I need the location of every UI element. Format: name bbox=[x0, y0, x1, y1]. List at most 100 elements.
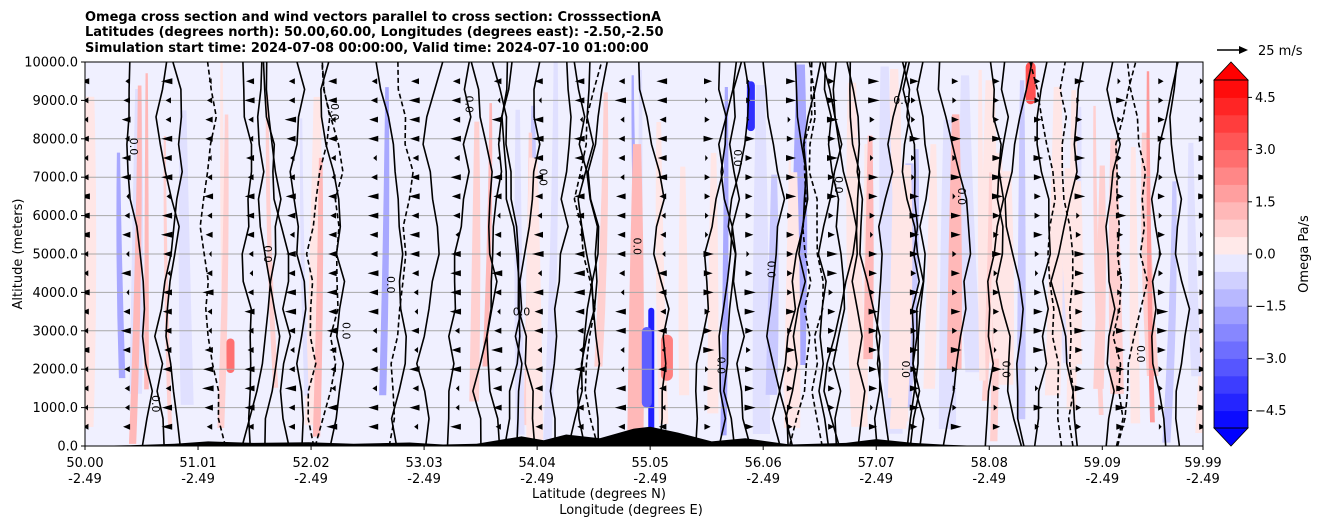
wind-vector-arrow-icon bbox=[993, 231, 999, 238]
wind-vector-arrow-icon bbox=[745, 231, 754, 238]
wind-vector-arrow-icon bbox=[1117, 289, 1122, 296]
x-tick-label-latitude: 56.06 bbox=[745, 456, 782, 471]
x-tick-label-latitude: 54.04 bbox=[519, 456, 556, 471]
colorbar-level bbox=[1214, 132, 1248, 151]
contour-line bbox=[1169, 62, 1191, 446]
y-tick-label: 0.0 bbox=[57, 440, 78, 455]
wind-vector-arrow-icon bbox=[746, 97, 751, 104]
wind-vector-arrow-icon bbox=[123, 423, 131, 430]
wind-vector-arrow-icon bbox=[909, 385, 920, 392]
wind-vector-arrow-icon bbox=[163, 327, 172, 334]
wind-vector-arrow-icon bbox=[288, 404, 295, 411]
wind-vector-arrow-icon bbox=[580, 385, 583, 392]
quiver-key: 25 m/s bbox=[1217, 44, 1303, 59]
omega-shade-band bbox=[887, 90, 902, 398]
negative-contour-line bbox=[808, 62, 824, 446]
wind-vector-arrow-icon bbox=[205, 135, 213, 142]
wind-vector-arrow-icon bbox=[952, 385, 956, 392]
wind-vector-arrow-icon bbox=[657, 155, 667, 161]
wind-vector-arrow-icon bbox=[246, 78, 255, 85]
wind-vector-arrow-icon bbox=[493, 404, 502, 411]
wind-vector-arrow-icon bbox=[703, 289, 714, 296]
wind-vector-arrow-icon bbox=[744, 385, 755, 392]
wind-vector-arrow-icon bbox=[661, 347, 666, 353]
contour-label: 0.0 bbox=[127, 138, 140, 156]
contour-line bbox=[937, 62, 972, 446]
wind-vector-arrow-icon bbox=[870, 155, 874, 161]
wind-vector-arrow-icon bbox=[85, 308, 89, 315]
wind-vector-arrow-icon bbox=[703, 385, 714, 392]
wind-vector-arrow-icon bbox=[244, 97, 255, 104]
wind-vector-arrow-icon bbox=[537, 347, 542, 353]
wind-vector-arrow-icon bbox=[121, 116, 131, 123]
wind-vector-arrow-icon bbox=[703, 251, 714, 257]
contour-label: 0.0 bbox=[261, 245, 274, 263]
x-tick-label-longitude: -2.49 bbox=[68, 472, 102, 487]
wind-vector-arrow-icon bbox=[330, 366, 336, 373]
wind-vector-arrow-icon bbox=[992, 366, 1002, 373]
wind-vector-arrow-icon bbox=[244, 404, 255, 411]
wind-vector-arrow-icon bbox=[658, 289, 667, 296]
colorbar-tick-label: 4.5 bbox=[1255, 91, 1276, 106]
x-tick-label-latitude: 53.03 bbox=[405, 456, 442, 471]
wind-vector-arrow-icon bbox=[993, 347, 997, 353]
wind-vector-arrow-icon bbox=[951, 366, 958, 373]
wind-vector-arrow-icon bbox=[165, 97, 171, 104]
wind-vector-arrow-icon bbox=[573, 366, 585, 373]
wind-vector-arrow-icon bbox=[450, 289, 461, 296]
wind-vector-arrow-icon bbox=[538, 97, 542, 104]
wind-vector-arrow-icon bbox=[868, 347, 878, 353]
wind-vector-arrow-icon bbox=[329, 347, 337, 353]
wind-vector-arrow-icon bbox=[409, 404, 420, 411]
wind-vector-arrow-icon bbox=[744, 135, 755, 142]
y-axis: 0.0 1000.0 2000.0 3000.0 4000.0 5000.0 6000.0 7… bbox=[24, 56, 85, 455]
wind-vector-arrow-icon bbox=[952, 327, 958, 334]
wind-vector-arrow-icon bbox=[577, 423, 584, 430]
x-tick-label-latitude: 50.00 bbox=[66, 456, 103, 471]
wind-vector-arrow-icon bbox=[1199, 385, 1203, 392]
wind-vector-arrow-icon bbox=[490, 270, 503, 277]
omega-shade-band bbox=[482, 103, 493, 367]
wind-vector-arrow-icon bbox=[491, 116, 503, 123]
wind-vector-arrow-icon bbox=[909, 231, 920, 238]
wind-vector-arrow-icon bbox=[620, 347, 625, 353]
quiver-key-label: 25 m/s bbox=[1258, 44, 1303, 59]
wind-vector-arrow-icon bbox=[121, 155, 131, 161]
wind-vector-arrow-icon bbox=[992, 289, 1001, 296]
wind-vector-arrow-icon bbox=[785, 193, 797, 200]
wind-vector-arrow-icon bbox=[786, 404, 793, 411]
y-tick-label: 5000.0 bbox=[33, 248, 79, 263]
wind-vector-arrow-icon bbox=[616, 251, 626, 257]
x-axis-label-longitude: Longitude (degrees E) bbox=[559, 503, 703, 518]
wind-vector-arrow-icon bbox=[951, 308, 961, 315]
omega-shade-band bbox=[265, 94, 279, 388]
wind-vector-arrow-icon bbox=[1035, 270, 1039, 277]
contour-labels: 0.0 0.0 0.0 0.0 0.0 0.0 0.0 0.0 0.0 0.0 0.0 0.0 0.0 0… bbox=[127, 94, 1147, 412]
wind-vector-arrow-icon bbox=[1117, 251, 1123, 257]
wind-vector-arrow-icon bbox=[413, 289, 419, 296]
omega-shade-band bbox=[1093, 165, 1106, 389]
wind-vector-arrow-icon bbox=[411, 212, 419, 219]
wind-vector-arrow-icon bbox=[284, 308, 297, 315]
x-tick-label-longitude: -2.49 bbox=[294, 472, 328, 487]
colorbar-level bbox=[1214, 114, 1248, 133]
wind-vector-arrow-icon bbox=[952, 289, 958, 296]
contour-line bbox=[638, 62, 670, 446]
x-axis-label-latitude: Latitude (degrees N) bbox=[532, 487, 666, 502]
wind-vector-arrow-icon bbox=[451, 97, 461, 104]
x-tick-label-longitude: -2.49 bbox=[859, 472, 893, 487]
wind-vector-arrow-icon bbox=[786, 231, 795, 238]
wind-vector-arrow-icon bbox=[869, 289, 875, 296]
wind-vector-arrow-icon bbox=[745, 174, 753, 181]
x-tick-label-latitude: 55.05 bbox=[632, 456, 669, 471]
wind-vector-arrow-icon bbox=[1157, 231, 1165, 238]
colorbar-level bbox=[1214, 306, 1248, 325]
wind-vector-arrow-icon bbox=[993, 327, 998, 334]
wind-vector-arrow-icon bbox=[951, 116, 959, 123]
wind-vector-arrow-icon bbox=[577, 327, 584, 334]
contour-line bbox=[289, 62, 307, 446]
wind-vector-arrow-icon bbox=[85, 116, 89, 123]
contour-label: 0.0 bbox=[893, 94, 911, 107]
wind-vector-arrow-icon bbox=[290, 347, 295, 353]
wind-vector-arrow-icon bbox=[1034, 366, 1039, 373]
